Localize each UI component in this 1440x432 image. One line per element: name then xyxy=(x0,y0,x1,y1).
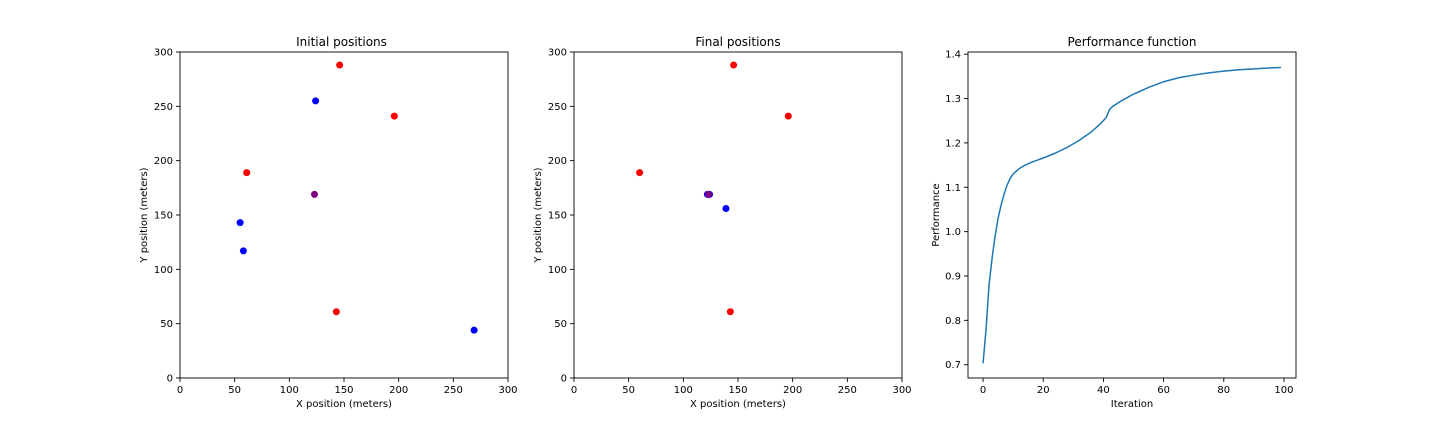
plot-area: 0 20 40 60 80 100 0.7 0.8 0.9 1.0 1.1 1.2 1.3 1.4 xyxy=(945,50,1293,396)
scatter-point xyxy=(730,61,738,69)
scatter-point xyxy=(470,326,478,334)
chart-title: Initial positions xyxy=(296,35,387,49)
x-tick-label: 60 xyxy=(1157,385,1170,396)
panel-initial-positions: Initial positions 0 50 100 150 200 250 300 0 50 1… xyxy=(139,35,518,410)
scatter-point xyxy=(784,112,792,120)
scatter-point xyxy=(636,169,644,177)
y-tick-label: 250 xyxy=(154,102,173,113)
plot-area: 0 50 100 150 200 250 300 0 50 100 150 200 250 300 xyxy=(548,48,912,397)
x-axis-label: X position (meters) xyxy=(296,399,392,410)
x-tick-label: 100 xyxy=(674,385,693,396)
x-tick-label: 300 xyxy=(892,385,911,396)
y-tick-label: 100 xyxy=(154,265,173,276)
panel-performance-function: Performance function 0 20 40 60 80 1000.70.80… xyxy=(931,35,1297,410)
x-tick-label: 50 xyxy=(228,385,241,396)
x-tick-label: 200 xyxy=(783,385,802,396)
y-tick-label: 250 xyxy=(548,102,567,113)
y-axis-label: Y position (meters) xyxy=(533,167,544,263)
y-tick-label: 1.2 xyxy=(945,138,961,149)
y-tick-label: 200 xyxy=(548,156,567,167)
x-tick-label: 200 xyxy=(389,385,408,396)
y-tick-label: 0.8 xyxy=(945,316,961,327)
y-tick-label: 1.3 xyxy=(945,94,961,105)
y-tick-label: 50 xyxy=(554,319,567,330)
x-tick-label: 0 xyxy=(177,385,183,396)
y-tick-label: 200 xyxy=(154,156,173,167)
scatter-point xyxy=(243,169,251,177)
x-tick-label: 100 xyxy=(1274,385,1293,396)
x-tick-label: 250 xyxy=(838,385,857,396)
scatter-point xyxy=(390,112,398,120)
x-axis-label: Iteration xyxy=(1111,399,1153,410)
plot-area: 0 50 100 150 200 250 300 0 50 100 150 200 250 300 xyxy=(154,48,518,397)
y-tick-label: 0 xyxy=(561,374,567,385)
y-tick-label: 300 xyxy=(548,48,567,59)
y-tick-label: 300 xyxy=(154,48,173,59)
y-tick-label: 0.9 xyxy=(945,271,961,282)
y-tick-label: 0.7 xyxy=(945,360,961,371)
y-axis-label: Performance xyxy=(931,183,942,246)
x-tick-label: 250 xyxy=(444,385,463,396)
scatter-point xyxy=(332,308,340,316)
x-tick-label: 80 xyxy=(1217,385,1230,396)
scatter-point xyxy=(336,61,344,69)
x-axis-label: X position (meters) xyxy=(690,399,786,410)
scatter-point xyxy=(312,97,320,105)
y-tick-label: 1.4 xyxy=(945,50,961,61)
x-tick-label: 20 xyxy=(1037,385,1050,396)
performance-line xyxy=(982,66,1281,364)
scatter-point xyxy=(726,308,734,316)
x-tick-label: 0 xyxy=(571,385,577,396)
y-tick-label: 1.1 xyxy=(945,183,961,194)
x-tick-label: 0 xyxy=(980,385,986,396)
y-axis-label: Y position (meters) xyxy=(139,167,150,263)
y-tick-label: 1.0 xyxy=(945,227,961,238)
panel-final-positions: Final positions 0 50 100 150 200 250 300 0 50 100… xyxy=(533,35,912,410)
y-tick-label: 150 xyxy=(548,211,567,222)
y-tick-label: 50 xyxy=(160,319,173,330)
y-tick-label: 150 xyxy=(154,211,173,222)
x-tick-label: 300 xyxy=(498,385,517,396)
x-tick-label: 150 xyxy=(334,385,353,396)
scatter-point xyxy=(704,190,712,198)
x-tick-label: 100 xyxy=(280,385,299,396)
chart-title: Performance function xyxy=(1068,35,1197,49)
scatter-point xyxy=(239,247,247,255)
scatter-point xyxy=(722,204,730,212)
x-tick-label: 50 xyxy=(622,385,635,396)
axes-frame xyxy=(573,51,903,379)
chart-title: Final positions xyxy=(695,35,780,49)
x-tick-label: 150 xyxy=(728,385,747,396)
scatter-point xyxy=(310,190,318,198)
axes-frame xyxy=(179,51,509,379)
scatter-point xyxy=(236,219,244,227)
y-tick-label: 0 xyxy=(167,374,173,385)
y-tick-label: 100 xyxy=(548,265,567,276)
x-tick-label: 40 xyxy=(1097,385,1110,396)
axes-frame xyxy=(967,51,1297,379)
